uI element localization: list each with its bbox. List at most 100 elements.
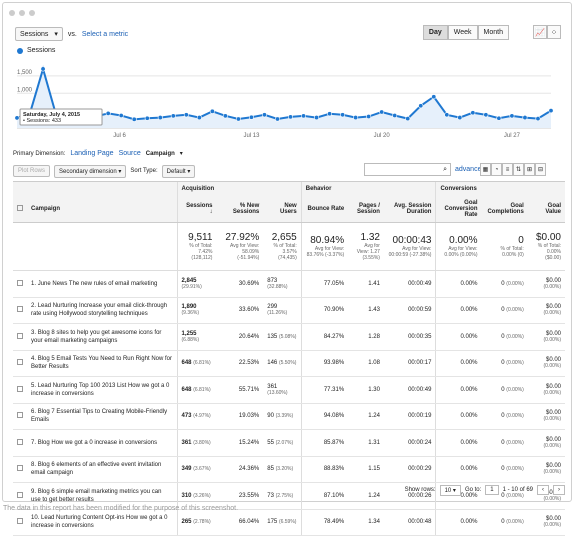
row-number (13, 350, 27, 377)
row-checkbox[interactable] (17, 385, 23, 392)
select-all-checkbox[interactable] (17, 205, 23, 212)
x-tick-label: Jul 20 (374, 133, 391, 139)
header-campaign[interactable]: Campaign (27, 196, 177, 223)
total-sub: Avg for View: 1.27 (3.55%) (356, 243, 380, 261)
new-users-cell: 873 (32.88%) (263, 270, 302, 298)
select-all-cell[interactable] (13, 196, 27, 223)
term-cloud-icon[interactable]: ⊞ (524, 163, 535, 176)
row-checkbox[interactable] (17, 412, 23, 419)
range-month-button[interactable]: Month (477, 25, 509, 40)
row-checkbox[interactable] (17, 491, 23, 498)
campaign-cell[interactable]: 4. Blog 5 Email Tests You Need to Run Ri… (27, 350, 177, 377)
table-row[interactable]: 6. Blog 7 Essential Tips to Creating Mob… (13, 403, 565, 430)
line-chart-icon[interactable]: 📈 (533, 25, 547, 39)
header-avg-duration[interactable]: Avg. Session Duration (383, 196, 436, 223)
search-icon[interactable]: ⌕ (443, 166, 447, 173)
row-checkbox[interactable] (17, 359, 23, 366)
campaign-link[interactable]: Lead Nurturing Increase your email click… (31, 303, 168, 318)
goal-value-percent: (0.00%) (543, 522, 561, 529)
new-users-value: 175 (267, 519, 278, 526)
sort-type-select[interactable]: Default ▾ (161, 164, 196, 178)
campaign-link[interactable]: Blog 6 elements of an effective event in… (31, 462, 162, 477)
prev-page-button[interactable]: ‹ (537, 485, 549, 495)
row-checkbox[interactable] (17, 306, 23, 313)
table-row[interactable]: 8. Blog 6 elements of an effective event… (13, 456, 565, 483)
dimension-landing-page[interactable]: Landing Page (70, 150, 114, 157)
window-dot[interactable] (19, 10, 25, 16)
header-pages-session[interactable]: Pages / Session (348, 196, 384, 223)
campaign-link[interactable]: Blog 6 simple email marketing metrics yo… (31, 488, 162, 503)
row-checkbox[interactable] (17, 438, 23, 445)
motion-chart-icon[interactable]: ⁘ (547, 25, 561, 39)
sessions-percent: (6.81%) (193, 360, 211, 367)
header-goal-completions[interactable]: Goal Completions (481, 196, 528, 223)
row-checkbox[interactable] (17, 518, 23, 525)
campaign-cell[interactable]: 7. Blog How we got a 0 increase in conve… (27, 429, 177, 457)
table-row[interactable]: 3. Blog 8 sites to help you get awesome … (13, 323, 565, 351)
goto-input[interactable]: 1 (485, 485, 499, 495)
campaign-link[interactable]: Blog How we got a 0 increase in conversi… (37, 439, 158, 446)
row-number (13, 429, 27, 457)
campaign-link[interactable]: Lead Nurturing Top 100 2013 List How we … (31, 382, 170, 397)
goal-value-percent: (0.00%) (543, 363, 561, 370)
campaign-cell[interactable]: 5. Lead Nurturing Top 100 2013 List How … (27, 376, 177, 404)
range-week-button[interactable]: Week (447, 25, 478, 40)
table-row[interactable]: 1. June News The new rules of email mark… (13, 270, 565, 298)
table-row[interactable]: 7. Blog How we got a 0 increase in conve… (13, 429, 565, 457)
row-checkbox[interactable] (17, 279, 23, 286)
campaign-cell[interactable]: 9. Blog 6 simple email marketing metrics… (27, 482, 177, 510)
data-point (183, 112, 189, 118)
campaign-link[interactable]: Blog 5 Email Tests You Need to Run Right… (31, 356, 172, 371)
campaign-cell[interactable]: 2. Lead Nurturing Increase your email cl… (27, 297, 177, 324)
window-dot[interactable] (9, 10, 15, 16)
pages-cell: 1.41 (348, 270, 384, 298)
new-sessions-cell: 23.55% (216, 482, 264, 510)
campaign-link[interactable]: Blog 8 sites to help you get awesome ico… (31, 329, 162, 344)
total-goal-value: $0.00% of Total: 0.00% ($0.00) (527, 222, 565, 271)
campaign-link[interactable]: June News The new rules of email marketi… (37, 280, 158, 287)
metric-select[interactable]: Sessions ▾ (15, 27, 63, 41)
row-index: 4. (31, 356, 37, 363)
search-input[interactable]: ⌕ (364, 163, 451, 176)
sessions-percent: (9.36%) (181, 310, 200, 317)
window-dot[interactable] (29, 10, 35, 16)
table-row[interactable]: 5. Lead Nurturing Top 100 2013 List How … (13, 376, 565, 404)
campaign-link[interactable]: Lead Nurturing Content Opt-ins How we go… (31, 515, 168, 530)
show-rows-select[interactable]: 10 ▾ (439, 484, 461, 496)
next-page-button[interactable]: › (553, 485, 565, 495)
campaign-link[interactable]: Blog 7 Essential Tips to Creating Mobile… (31, 409, 168, 424)
table-row[interactable]: 4. Blog 5 Email Tests You Need to Run Ri… (13, 350, 565, 377)
row-checkbox[interactable] (17, 465, 23, 472)
data-table-icon[interactable]: ▦ (480, 163, 491, 176)
completions-value: 0 (501, 492, 505, 499)
table-row[interactable]: 10. Lead Nurturing Content Opt-ins How w… (13, 509, 565, 536)
select-metric-link[interactable]: Select a metric (81, 30, 129, 38)
range-day-button[interactable]: Day (422, 25, 448, 40)
header-new-users[interactable]: New Users (263, 196, 302, 223)
secondary-dimension-select[interactable]: Secondary dimension ▾ (54, 164, 127, 178)
header-sessions[interactable]: Sessions ↓ (176, 196, 217, 223)
table-row[interactable]: 2. Lead Nurturing Increase your email cl… (13, 297, 565, 324)
dimension-source[interactable]: Source (118, 150, 141, 157)
header-new-sessions[interactable]: % New Sessions (216, 196, 264, 223)
total-sub: Avg for View: 00:00:59 (-27.38%) (388, 246, 432, 258)
header-goal-value[interactable]: Goal Value (527, 196, 565, 223)
campaign-cell[interactable]: 6. Blog 7 Essential Tips to Creating Mob… (27, 403, 177, 430)
header-goal-conversion-rate[interactable]: Goal Conversion Rate (435, 196, 482, 223)
row-checkbox[interactable] (17, 332, 23, 339)
header-bounce-rate[interactable]: Bounce Rate (300, 196, 349, 223)
data-point (209, 108, 215, 114)
comparison-icon[interactable]: ⇅ (513, 163, 524, 176)
pivot-icon[interactable]: ⊟ (535, 163, 546, 176)
campaign-cell[interactable]: 10. Lead Nurturing Content Opt-ins How w… (27, 509, 177, 536)
table-row[interactable]: 9. Blog 6 simple email marketing metrics… (13, 482, 565, 510)
campaign-cell[interactable]: 3. Blog 8 sites to help you get awesome … (27, 323, 177, 351)
bar-chart-icon[interactable]: ≡ (502, 163, 513, 176)
pie-chart-icon[interactable]: ◔ (491, 163, 502, 176)
campaign-cell[interactable]: 8. Blog 6 elements of an effective event… (27, 456, 177, 483)
plot-rows-button[interactable]: Plot Rows (13, 165, 51, 177)
advanced-link[interactable]: advanced (455, 166, 486, 173)
campaign-cell[interactable]: 1. June News The new rules of email mark… (27, 270, 177, 298)
dimension-campaign[interactable]: Campaign (145, 150, 175, 157)
